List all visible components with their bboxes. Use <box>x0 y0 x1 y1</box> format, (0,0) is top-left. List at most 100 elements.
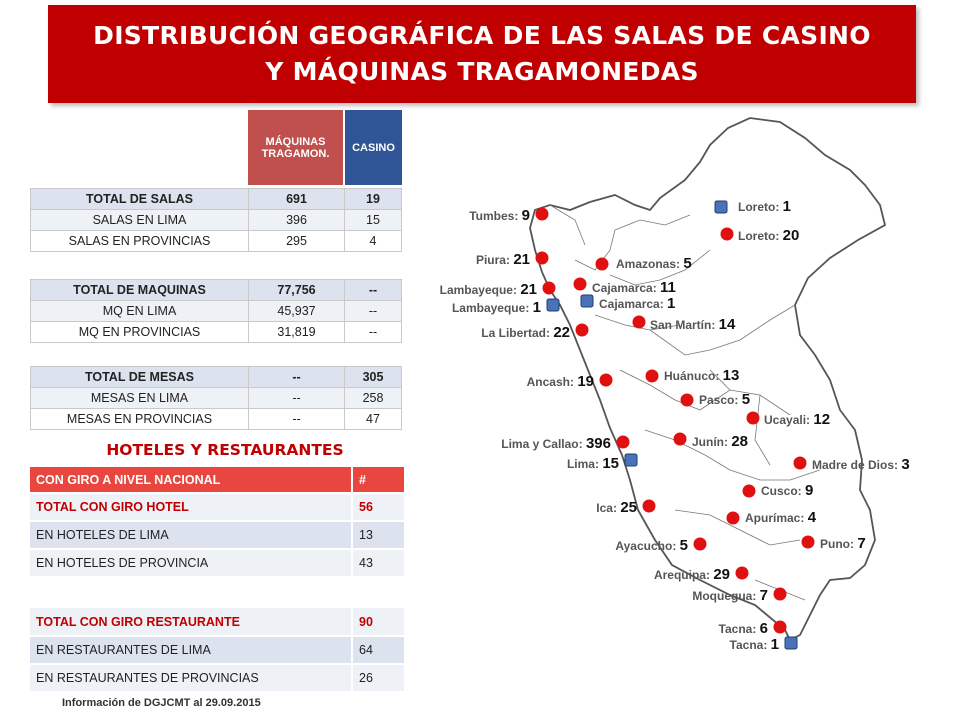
map-label: Arequipa: 29 <box>654 566 730 583</box>
region-name: Lima y Callao: <box>501 437 586 451</box>
row-label: MESAS EN LIMA <box>30 387 249 409</box>
map-label: Loreto: 1 <box>738 198 791 215</box>
row-label: MQ EN PROVINCIAS <box>30 321 249 343</box>
region-value: 25 <box>620 499 637 516</box>
region-value: 11 <box>660 279 676 296</box>
map-label: Ayacucho: 5 <box>615 537 688 554</box>
region-value: 5 <box>742 391 750 408</box>
maquinas-value: 77,756 <box>248 279 345 301</box>
map-label: Amazonas: 5 <box>616 255 692 272</box>
table-row: EN HOTELES DE PROVINCIA 43 <box>30 549 404 578</box>
region-name: Ica: <box>596 501 620 515</box>
region-value: 12 <box>813 411 830 428</box>
region-name: Tumbes: <box>469 209 521 223</box>
region-name: Moquegua: <box>692 589 759 603</box>
region-value: 29 <box>713 566 730 583</box>
map-label: Ucayali: 12 <box>764 411 830 428</box>
map-label: Tacna: 1 <box>730 636 779 653</box>
casino-value: -- <box>344 321 402 343</box>
row-label: TOTAL CON GIRO RESTAURANTE <box>30 608 352 637</box>
casino-value: -- <box>344 300 402 322</box>
table-row: TOTAL CON GIRO RESTAURANTE 90 <box>30 608 404 637</box>
header-num: # <box>351 467 404 494</box>
region-value: 5 <box>680 537 688 554</box>
region-name: Cajamarca: <box>599 297 667 311</box>
region-name: Tacna: <box>719 622 760 636</box>
region-value: 14 <box>719 316 736 333</box>
region-value: 7 <box>857 535 865 552</box>
row-label: TOTAL DE MESAS <box>30 366 249 388</box>
row-value: 90 <box>351 608 404 637</box>
salas-table: TOTAL DE SALAS 691 19 SALAS EN LIMA 396 … <box>30 188 402 252</box>
salas-marker <box>735 566 749 580</box>
salas-marker <box>746 411 760 425</box>
row-label: EN HOTELES DE PROVINCIA <box>30 549 352 578</box>
row-value: 56 <box>351 493 404 522</box>
column-header-maquinas: MÁQUINAS TRAGAMON. <box>248 110 343 185</box>
row-label: EN RESTAURANTES DE LIMA <box>30 636 352 665</box>
region-value: 7 <box>760 587 768 604</box>
map-label: Huánuco: 13 <box>664 367 739 384</box>
map-label: Cajamarca: 1 <box>599 295 675 312</box>
region-name: Amazonas: <box>616 257 683 271</box>
hoteles-table: CON GIRO A NIVEL NACIONAL # TOTAL CON GI… <box>30 467 404 578</box>
region-value: 6 <box>760 620 768 637</box>
map-label: Cusco: 9 <box>761 482 813 499</box>
region-value: 21 <box>520 281 537 298</box>
maquinas-value: 31,819 <box>248 321 345 343</box>
row-label: TOTAL DE SALAS <box>30 188 249 210</box>
salas-marker <box>680 393 694 407</box>
map-label: Junín: 28 <box>692 433 748 450</box>
casino-marker <box>546 298 560 312</box>
salas-marker <box>535 207 549 221</box>
casino-value: 305 <box>344 366 402 388</box>
maquinas-value: 691 <box>248 188 345 210</box>
salas-marker <box>642 499 656 513</box>
salas-marker <box>599 373 613 387</box>
map-label: La Libertad: 22 <box>481 324 570 341</box>
table-row: SALAS EN PROVINCIAS 295 4 <box>30 230 402 252</box>
map-label: Tacna: 6 <box>719 620 768 637</box>
casino-value: 4 <box>344 230 402 252</box>
table-row: MESAS EN PROVINCIAS -- 47 <box>30 408 402 430</box>
row-label: MQ EN LIMA <box>30 300 249 322</box>
map-label: Madre de Dios: 3 <box>812 456 910 473</box>
map-label: Lambayeque: 1 <box>452 299 541 316</box>
region-name: Madre de Dios: <box>812 458 901 472</box>
casino-value: -- <box>344 279 402 301</box>
salas-marker <box>542 281 556 295</box>
salas-marker <box>632 315 646 329</box>
table-row: TOTAL CON GIRO HOTEL 56 <box>30 493 404 522</box>
row-label: SALAS EN PROVINCIAS <box>30 230 249 252</box>
maquinas-value: 295 <box>248 230 345 252</box>
region-value: 9 <box>805 482 813 499</box>
peru-outline <box>529 117 887 642</box>
region-name: Loreto: <box>738 200 783 214</box>
row-label: TOTAL CON GIRO HOTEL <box>30 493 352 522</box>
region-value: 15 <box>602 455 619 472</box>
casino-marker <box>624 453 638 467</box>
table-row: EN RESTAURANTES DE LIMA 64 <box>30 636 404 665</box>
region-name: Loreto: <box>738 229 783 243</box>
salas-marker <box>595 257 609 271</box>
salas-marker <box>773 620 787 634</box>
region-name: San Martín: <box>650 318 719 332</box>
map-label: Puno: 7 <box>820 535 866 552</box>
row-value: 64 <box>351 636 404 665</box>
region-name: Cusco: <box>761 484 805 498</box>
region-value: 13 <box>723 367 740 384</box>
map-label: Piura: 21 <box>476 251 530 268</box>
title-banner: DISTRIBUCIÓN GEOGRÁFICA DE LAS SALAS DE … <box>48 5 916 103</box>
maquinas-value: -- <box>248 408 345 430</box>
region-name: Arequipa: <box>654 568 713 582</box>
region-name: Lambayeque: <box>452 301 533 315</box>
map-label: Moquegua: 7 <box>692 587 768 604</box>
map-label: Lima: 15 <box>567 455 619 472</box>
map-label: Pasco: 5 <box>699 391 750 408</box>
column-header-casino: CASINO <box>345 110 402 185</box>
casino-value: 15 <box>344 209 402 231</box>
region-value: 4 <box>808 509 817 526</box>
map-label: Tumbes: 9 <box>469 207 530 224</box>
map-label: Apurímac: 4 <box>745 509 817 526</box>
